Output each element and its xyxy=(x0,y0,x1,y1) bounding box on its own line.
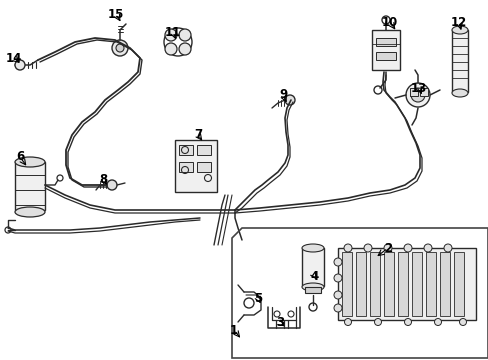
Bar xyxy=(305,287,320,293)
Circle shape xyxy=(285,95,294,105)
Bar xyxy=(425,252,435,316)
Text: 1: 1 xyxy=(229,324,238,337)
Bar xyxy=(337,248,475,320)
Bar xyxy=(397,252,407,316)
Circle shape xyxy=(179,29,191,41)
Ellipse shape xyxy=(15,207,45,217)
Text: 12: 12 xyxy=(450,15,466,28)
Bar xyxy=(439,252,449,316)
Circle shape xyxy=(164,29,177,41)
Circle shape xyxy=(423,244,431,252)
Bar xyxy=(175,140,217,192)
Circle shape xyxy=(405,83,429,107)
Bar xyxy=(411,252,421,316)
Circle shape xyxy=(107,180,117,190)
Text: 2: 2 xyxy=(383,242,391,255)
Bar xyxy=(451,30,467,92)
Bar xyxy=(302,248,324,286)
Ellipse shape xyxy=(15,157,45,167)
Bar xyxy=(375,52,395,60)
Bar xyxy=(383,252,393,316)
Ellipse shape xyxy=(451,26,467,34)
Circle shape xyxy=(374,319,381,325)
Bar xyxy=(369,252,379,316)
Bar xyxy=(179,162,193,172)
Bar xyxy=(371,30,399,70)
Circle shape xyxy=(404,319,411,325)
Circle shape xyxy=(459,319,466,325)
Text: 6: 6 xyxy=(16,150,24,163)
Text: 5: 5 xyxy=(253,292,262,305)
Circle shape xyxy=(344,319,351,325)
Bar xyxy=(197,162,210,172)
Ellipse shape xyxy=(302,283,324,291)
Text: 15: 15 xyxy=(107,8,124,21)
Circle shape xyxy=(443,244,451,252)
Bar xyxy=(409,88,417,96)
Bar xyxy=(341,252,351,316)
Text: 13: 13 xyxy=(410,81,426,94)
Ellipse shape xyxy=(451,89,467,97)
Circle shape xyxy=(164,43,177,55)
Circle shape xyxy=(363,244,371,252)
Circle shape xyxy=(112,40,128,56)
Circle shape xyxy=(333,258,341,266)
Bar xyxy=(179,145,193,155)
Circle shape xyxy=(333,274,341,282)
Circle shape xyxy=(333,291,341,299)
Circle shape xyxy=(333,304,341,312)
Circle shape xyxy=(343,244,351,252)
Circle shape xyxy=(383,244,391,252)
Text: 11: 11 xyxy=(164,26,181,39)
Bar xyxy=(355,252,365,316)
Circle shape xyxy=(403,244,411,252)
Circle shape xyxy=(179,43,191,55)
Text: 9: 9 xyxy=(278,89,286,102)
Circle shape xyxy=(15,60,25,70)
Circle shape xyxy=(410,88,424,102)
Text: 10: 10 xyxy=(381,15,397,28)
Ellipse shape xyxy=(302,244,324,252)
Bar xyxy=(375,38,395,46)
Circle shape xyxy=(116,44,124,52)
Bar xyxy=(15,162,45,210)
Text: 14: 14 xyxy=(6,51,22,64)
Text: 4: 4 xyxy=(310,270,319,284)
Text: 3: 3 xyxy=(275,316,284,329)
Text: 7: 7 xyxy=(194,129,202,141)
Text: 8: 8 xyxy=(99,174,107,186)
Bar xyxy=(453,252,463,316)
Bar xyxy=(197,145,210,155)
Bar xyxy=(419,88,427,96)
Circle shape xyxy=(434,319,441,325)
